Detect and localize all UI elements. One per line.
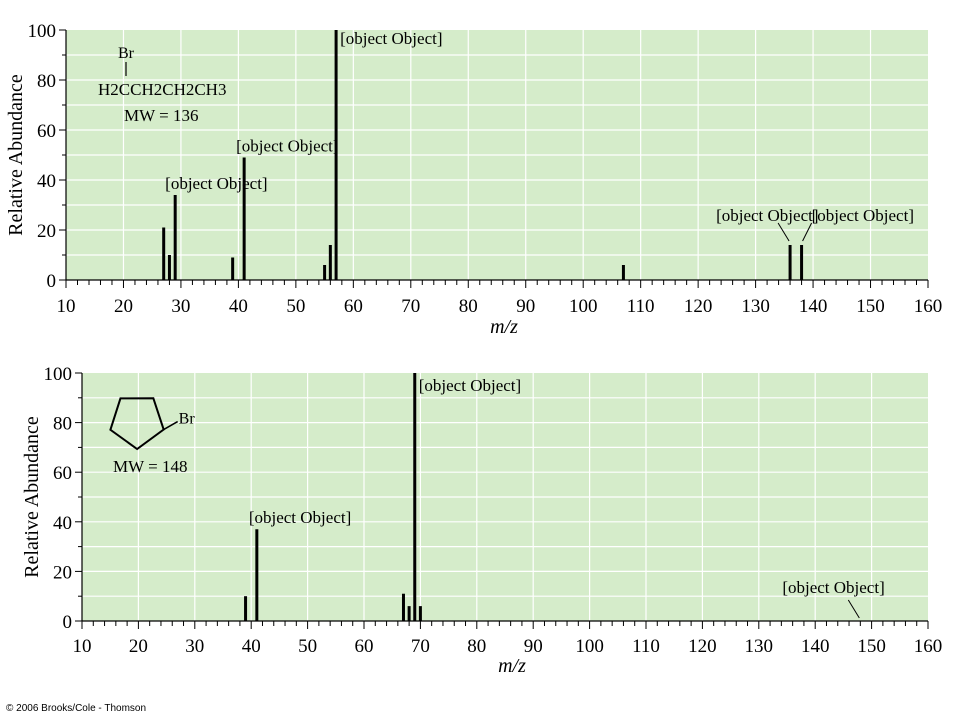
leader-line-138 bbox=[802, 222, 813, 242]
x-tick-label: 40 bbox=[229, 296, 248, 317]
x-tick-label: 10 bbox=[57, 296, 76, 317]
leader-line-136 bbox=[777, 222, 790, 242]
x-tick-label: 60 bbox=[355, 636, 374, 657]
peak-label-69: [object Object] bbox=[419, 376, 521, 395]
bromine-label: Br bbox=[179, 411, 196, 428]
y-axis-title: Relative Abundance bbox=[21, 416, 43, 578]
x-tick-label: 100 bbox=[575, 636, 604, 657]
x-tick-label: 160 bbox=[914, 636, 943, 657]
x-tick-label: 40 bbox=[242, 636, 261, 657]
peak-label-41: [object Object] bbox=[236, 137, 338, 156]
y-axis-title: Relative Abundance bbox=[5, 74, 27, 236]
x-tick-label: 130 bbox=[745, 636, 774, 657]
peak-label-148: [object Object] bbox=[782, 578, 884, 597]
peak-label-29: [object Object] bbox=[165, 174, 267, 193]
y-tick-label: 20 bbox=[37, 221, 56, 242]
y-tick-label: 0 bbox=[47, 271, 57, 292]
x-tick-label: 110 bbox=[627, 296, 655, 317]
mass-spectrum-bromocyclopentane: 10 20 30 40 50 60 70 80 90 100 110 120 130 140 150 160 0… bbox=[21, 364, 942, 677]
y-tick-label: 100 bbox=[44, 364, 73, 385]
x-tick-label: 150 bbox=[857, 636, 886, 657]
x-tick-label: 10 bbox=[73, 636, 92, 657]
y-tick-label: 80 bbox=[37, 71, 56, 92]
x-tick-label: 60 bbox=[344, 296, 363, 317]
cyclopentane-ring bbox=[109, 397, 165, 451]
y-tick-label: 0 bbox=[63, 612, 73, 633]
x-tick-label: 150 bbox=[856, 296, 885, 317]
peak-label-41: [object Object] bbox=[249, 508, 351, 527]
x-tick-label: 20 bbox=[129, 636, 148, 657]
x-tick-label: 90 bbox=[524, 636, 543, 657]
y-tick-label: 60 bbox=[37, 121, 56, 142]
leader-line-148 bbox=[847, 599, 860, 619]
x-tick-label: 50 bbox=[286, 296, 305, 317]
x-tick-label: 130 bbox=[741, 296, 770, 317]
x-tick-label: 160 bbox=[914, 296, 943, 317]
c-br-bond bbox=[163, 420, 179, 431]
x-tick-label: 50 bbox=[298, 636, 317, 657]
x-tick-label: 70 bbox=[401, 296, 420, 317]
y-tick-label: 80 bbox=[53, 414, 72, 435]
x-tick-label: 30 bbox=[171, 296, 190, 317]
x-tick-label: 110 bbox=[632, 636, 660, 657]
mass-spectrum-1-bromobutane: 10 20 30 40 50 60 70 80 90 100 110 120 130 140 150 160 0… bbox=[5, 21, 942, 338]
peak-label-57: [object Object] bbox=[340, 29, 442, 48]
x-tick-label: 90 bbox=[516, 296, 535, 317]
x-tick-label: 80 bbox=[467, 636, 486, 657]
x-tick-label: 80 bbox=[459, 296, 478, 317]
x-tick-label: 140 bbox=[801, 636, 830, 657]
x-tick-label: 20 bbox=[114, 296, 133, 317]
x-axis-title: m/z bbox=[490, 316, 518, 338]
y-tick-label: 60 bbox=[53, 463, 72, 484]
y-tick-label: 20 bbox=[53, 562, 72, 583]
y-tick-label: 40 bbox=[37, 171, 56, 192]
y-tick-label: 100 bbox=[28, 21, 57, 42]
y-tick-label: 40 bbox=[53, 513, 72, 534]
x-tick-label: 70 bbox=[411, 636, 430, 657]
molecular-weight-label: MW = 148 bbox=[113, 457, 187, 476]
x-tick-label: 120 bbox=[688, 636, 717, 657]
molecular-weight-label: MW = 136 bbox=[124, 106, 198, 125]
x-tick-label: 140 bbox=[799, 296, 828, 317]
peak-label-138: [object Object] bbox=[812, 206, 914, 225]
x-axis-title: m/z bbox=[498, 655, 526, 677]
copyright-notice: © 2006 Brooks/Cole - Thomson bbox=[6, 703, 147, 714]
x-tick-label: 30 bbox=[185, 636, 204, 657]
x-tick-label: 120 bbox=[684, 296, 713, 317]
x-tick-label: 100 bbox=[569, 296, 598, 317]
peak-label-136: [object Object] bbox=[716, 206, 818, 225]
structure-formula: H2CCH2CH2CH3 bbox=[98, 80, 226, 99]
bromine-label: Br bbox=[118, 45, 135, 62]
